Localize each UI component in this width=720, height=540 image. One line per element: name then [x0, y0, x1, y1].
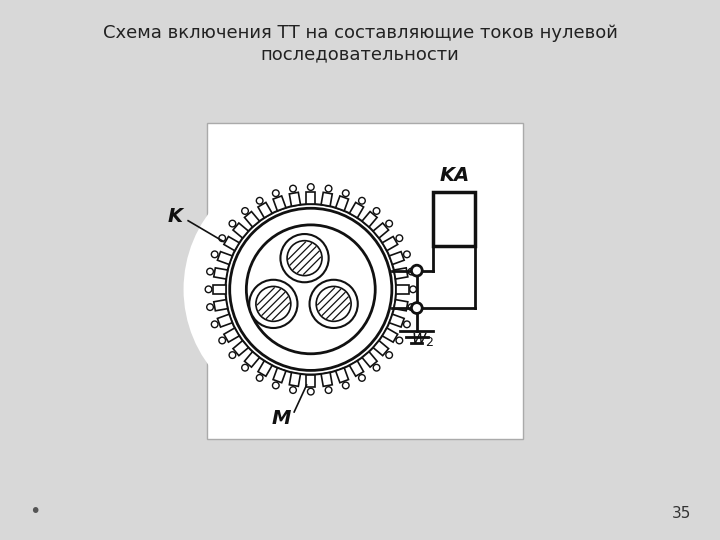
Circle shape [242, 364, 248, 371]
Polygon shape [394, 300, 408, 311]
Polygon shape [382, 328, 397, 342]
Circle shape [272, 382, 279, 389]
Circle shape [212, 251, 218, 258]
Text: $w_2$: $w_2$ [410, 330, 434, 348]
Circle shape [256, 375, 263, 381]
Polygon shape [306, 192, 315, 204]
Circle shape [386, 352, 392, 359]
Circle shape [272, 190, 279, 197]
Circle shape [404, 251, 410, 258]
Polygon shape [233, 341, 248, 356]
Bar [433, 192, 475, 246]
Polygon shape [394, 268, 408, 279]
Polygon shape [396, 285, 408, 294]
Polygon shape [273, 196, 286, 211]
Polygon shape [217, 252, 233, 265]
Circle shape [256, 286, 291, 321]
Polygon shape [336, 368, 348, 383]
Polygon shape [214, 268, 228, 279]
Circle shape [310, 280, 358, 328]
Circle shape [359, 198, 365, 204]
Circle shape [219, 235, 225, 241]
Circle shape [410, 286, 416, 293]
Polygon shape [258, 202, 272, 218]
Polygon shape [245, 212, 259, 227]
Circle shape [411, 302, 422, 313]
Polygon shape [289, 192, 300, 206]
Circle shape [408, 268, 415, 275]
Text: K: K [168, 207, 183, 226]
Circle shape [373, 364, 380, 371]
Circle shape [325, 387, 332, 394]
Text: Схема включения ТТ на составляющие токов нулевой
последовательности: Схема включения ТТ на составляющие токов… [102, 24, 618, 63]
Polygon shape [306, 375, 315, 387]
Polygon shape [289, 373, 300, 386]
Circle shape [246, 225, 375, 354]
Polygon shape [321, 373, 332, 386]
Circle shape [359, 375, 365, 381]
Polygon shape [217, 314, 233, 327]
Polygon shape [224, 237, 239, 251]
Polygon shape [336, 196, 348, 211]
Polygon shape [390, 252, 404, 265]
Circle shape [307, 388, 314, 395]
Polygon shape [373, 341, 389, 356]
Polygon shape [245, 352, 259, 367]
Text: •: • [29, 502, 40, 521]
Polygon shape [321, 192, 332, 206]
Text: KA: KA [439, 166, 469, 185]
Polygon shape [258, 361, 272, 376]
Circle shape [316, 286, 351, 321]
Circle shape [229, 352, 235, 359]
Circle shape [230, 208, 392, 370]
Polygon shape [362, 212, 377, 227]
Polygon shape [349, 202, 364, 218]
Polygon shape [273, 368, 286, 383]
Circle shape [386, 220, 392, 227]
Polygon shape [233, 223, 248, 238]
Polygon shape [224, 328, 239, 342]
Circle shape [408, 304, 415, 310]
Circle shape [242, 208, 248, 214]
Circle shape [256, 198, 263, 204]
Circle shape [219, 337, 225, 344]
Circle shape [205, 286, 212, 293]
FancyBboxPatch shape [207, 123, 523, 439]
Polygon shape [382, 237, 397, 251]
Polygon shape [349, 361, 364, 376]
Polygon shape [362, 352, 377, 367]
Circle shape [396, 337, 402, 344]
Circle shape [404, 321, 410, 328]
Circle shape [229, 220, 235, 227]
Text: 35: 35 [672, 506, 691, 521]
Circle shape [249, 280, 297, 328]
Circle shape [184, 162, 438, 416]
Circle shape [307, 184, 314, 191]
Circle shape [287, 241, 322, 275]
Polygon shape [214, 300, 228, 311]
Circle shape [289, 387, 297, 394]
Circle shape [212, 321, 218, 328]
Circle shape [373, 208, 380, 214]
Circle shape [325, 185, 332, 192]
Polygon shape [373, 223, 389, 238]
Circle shape [396, 235, 402, 241]
Circle shape [411, 265, 422, 276]
Circle shape [343, 190, 349, 197]
Text: M: M [272, 409, 292, 428]
Polygon shape [390, 314, 404, 327]
Circle shape [289, 185, 297, 192]
Circle shape [343, 382, 349, 389]
Circle shape [280, 234, 328, 282]
Polygon shape [213, 285, 225, 294]
Circle shape [207, 268, 213, 275]
Circle shape [207, 304, 213, 310]
